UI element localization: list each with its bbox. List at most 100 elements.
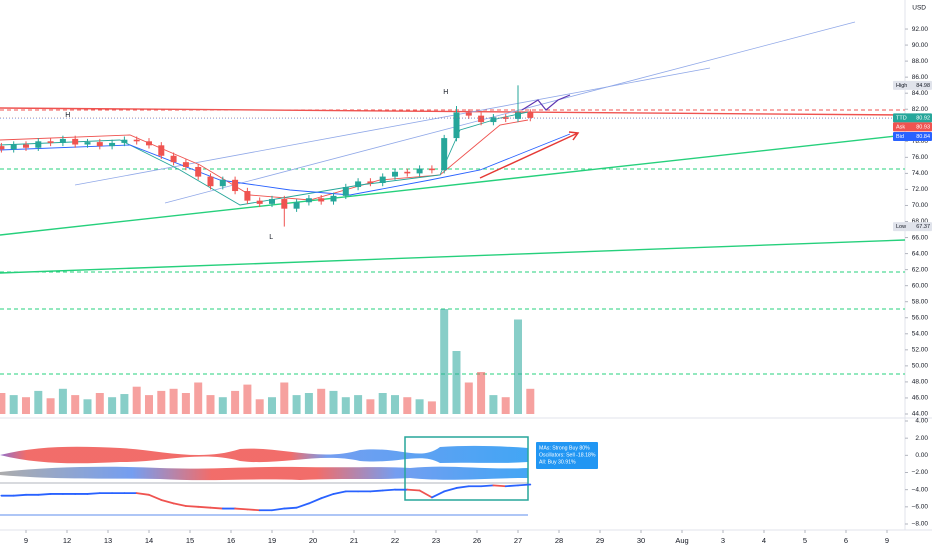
y-tick-label: 0.00 [915,452,928,459]
indicator-line [160,499,175,505]
projection [521,94,571,111]
y-tick-label: 66.00 [912,234,929,241]
x-tick-label: 9 [24,536,28,545]
indicator-line [430,490,446,499]
price-tag-bg [893,222,932,232]
y-tick-label: −4.00 [912,486,929,493]
summary-box [536,442,598,469]
volume-bar [108,397,117,414]
indicator-line [86,492,101,495]
y-tick-label: 60.00 [912,282,929,289]
volume-bar [181,393,190,414]
candle-body [490,117,497,123]
selection-box [404,436,529,501]
x-tick-label: 16 [227,536,235,545]
price-tag-label: Low [896,224,906,230]
arrow-head [568,131,580,141]
indicator-line [492,484,507,488]
y-tick-label: −6.00 [912,504,929,511]
candle-body [10,144,17,150]
volume-bar [317,388,326,414]
candle-body [367,181,374,184]
pivot-marker: H [443,89,448,96]
volume-bar [526,388,535,414]
candle-body [96,142,103,147]
volume-bar [415,399,424,414]
candle-body [330,195,337,202]
price-tag-value: 67.37 [916,224,930,230]
volume-bar [255,399,264,414]
volume-bar [231,390,240,414]
volume-bar [341,397,350,414]
moving-average [0,119,529,201]
candle-body [84,142,91,145]
volume-bar [440,309,449,414]
candle-body [305,198,312,203]
indicator-line [172,502,187,507]
volume-bar [144,395,153,414]
candle-body [514,112,521,119]
x-tick-label: 22 [391,536,399,545]
price-tag-value: 80.93 [916,124,930,130]
price-tag-value: 84.98 [916,83,930,89]
volume-bar [489,395,498,414]
y-tick-label: 78.00 [912,138,929,145]
indicator-line [246,508,261,512]
candle-body [355,181,362,188]
volume-bar [513,319,522,414]
candle-body [182,162,189,167]
volume-bar [206,395,215,414]
x-tick-label: 27 [514,536,522,545]
price-tag-bg [893,80,932,90]
y-tick-label: 54.00 [912,331,929,338]
price-tag: High 84.98 [893,80,932,90]
y-tick-label: 82.00 [912,106,929,113]
y-tick-label: 74.00 [912,170,929,177]
candle-body [379,176,386,184]
x-tick-label: 30 [637,536,645,545]
y-tick-label: 76.00 [912,154,929,161]
volume-bar [452,351,461,414]
ribbon [0,445,528,464]
volume-bar [120,394,129,414]
indicator-line [295,502,310,509]
indicator-line [271,507,286,512]
indicator-line [332,490,347,495]
volume-bar [464,382,473,414]
y-tick-label: 70.00 [912,202,929,209]
volume-bar [243,384,252,414]
candle-body [72,138,79,145]
y-tick-label: 2.00 [915,435,928,442]
candle-body [441,138,448,171]
volume-bar [132,386,141,414]
candle-body [416,168,423,174]
y-tick-label: 84.00 [912,90,929,97]
candle-body [59,138,66,143]
indicator-line [37,493,52,496]
y-tick-label: 62.00 [912,266,929,273]
x-tick-label: 21 [350,536,358,545]
summary-text: MAs: Strong Buy 80% [539,445,590,451]
drawings [0,21,906,375]
y-tick-label: 68.00 [912,218,929,225]
y-tick-label: 88.00 [912,58,929,65]
x-tick-label: 3 [721,536,725,545]
y-tick-label: 90.00 [912,42,929,49]
price-tag-bg [893,122,932,132]
y-tick-label: 44.00 [912,411,929,418]
price-tag-label: TTD [896,115,907,121]
price-tag: Bid 80.84 [0,118,932,142]
candle-body [256,200,263,204]
indicator-line [480,484,495,488]
x-tick-label: 9 [885,536,889,545]
candle-body [342,187,349,196]
volume-bar [267,397,276,414]
candle-body [109,142,116,147]
indicator-line [517,483,532,487]
ribbon [0,466,528,481]
candle-body [527,112,534,118]
candle-body [453,112,460,139]
indicator-line [406,488,421,492]
volume-bar [390,395,399,414]
